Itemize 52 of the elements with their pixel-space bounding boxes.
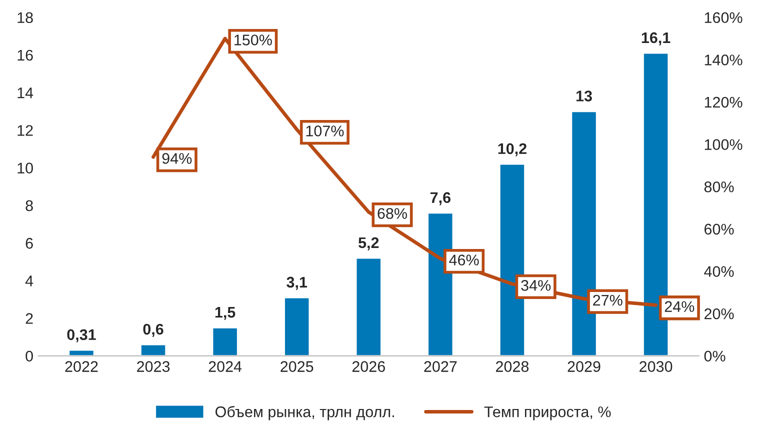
data-label: 5,2	[358, 237, 379, 250]
y-tick-label: 10	[18, 162, 33, 174]
y-tick-label: 0	[26, 350, 33, 362]
y-tick-label: 2	[26, 313, 33, 324]
data-label: 0,6	[143, 324, 164, 337]
data-label: 27%	[593, 294, 622, 306]
x-tick-label: 2027	[424, 361, 457, 372]
y-tick-label: 12	[18, 125, 33, 136]
y-tick-label: 16	[18, 50, 33, 61]
y2-tick-label: 160%	[704, 12, 742, 24]
bar	[212, 326, 238, 356]
y2-tick-label: 140%	[704, 54, 742, 66]
y2-tick-label: 100%	[704, 139, 742, 150]
data-label: 24%	[664, 301, 694, 312]
data-label: 107%	[306, 126, 344, 136]
data-label: 3,1	[286, 276, 308, 290]
x-tick-label: 2030	[640, 361, 672, 372]
y2-tick-label: 0%	[704, 350, 726, 362]
y2-tick-label: 20%	[704, 308, 734, 320]
x-tick-label: 2025	[280, 361, 314, 372]
y-tick-label: 18	[18, 12, 33, 24]
data-label: 46%	[449, 254, 479, 266]
y-tick-label: 6	[26, 238, 33, 249]
data-label: 94%	[162, 153, 192, 164]
y-tick-label: 4	[25, 276, 34, 286]
legend-label: Темп прироста, %	[484, 406, 611, 420]
data-label: 10,2	[498, 143, 526, 156]
x-tick-label: 2022	[65, 361, 98, 372]
bar	[68, 349, 95, 356]
data-label: 150%	[234, 34, 272, 46]
x-tick-label: 2028	[496, 361, 529, 372]
y2-tick-label: 80%	[704, 181, 734, 192]
y2-tick-label: 60%	[704, 224, 734, 235]
y2-tick-label: 120%	[704, 96, 742, 108]
y2-tick-label: 40%	[704, 266, 734, 277]
x-tick-label: 2029	[568, 361, 600, 372]
bar	[284, 296, 310, 356]
x-tick-label: 2026	[352, 361, 385, 372]
data-label: 13	[576, 90, 592, 102]
y-tick-label: 14	[18, 88, 34, 98]
y-tick-label: 8	[26, 200, 33, 212]
bar	[355, 257, 382, 356]
data-label: 7,6	[430, 192, 450, 206]
data-label: 0,31	[67, 329, 96, 342]
bar	[140, 344, 167, 356]
x-tick-label: 2024	[208, 361, 242, 372]
data-label: 68%	[378, 208, 408, 219]
x-tick-label: 2023	[137, 361, 170, 372]
data-label: 1,5	[215, 307, 236, 320]
legend-label: Объем рынка, трлн долл.	[216, 406, 394, 420]
data-label: 34%	[521, 280, 551, 291]
data-label: 16,1	[642, 32, 670, 46]
